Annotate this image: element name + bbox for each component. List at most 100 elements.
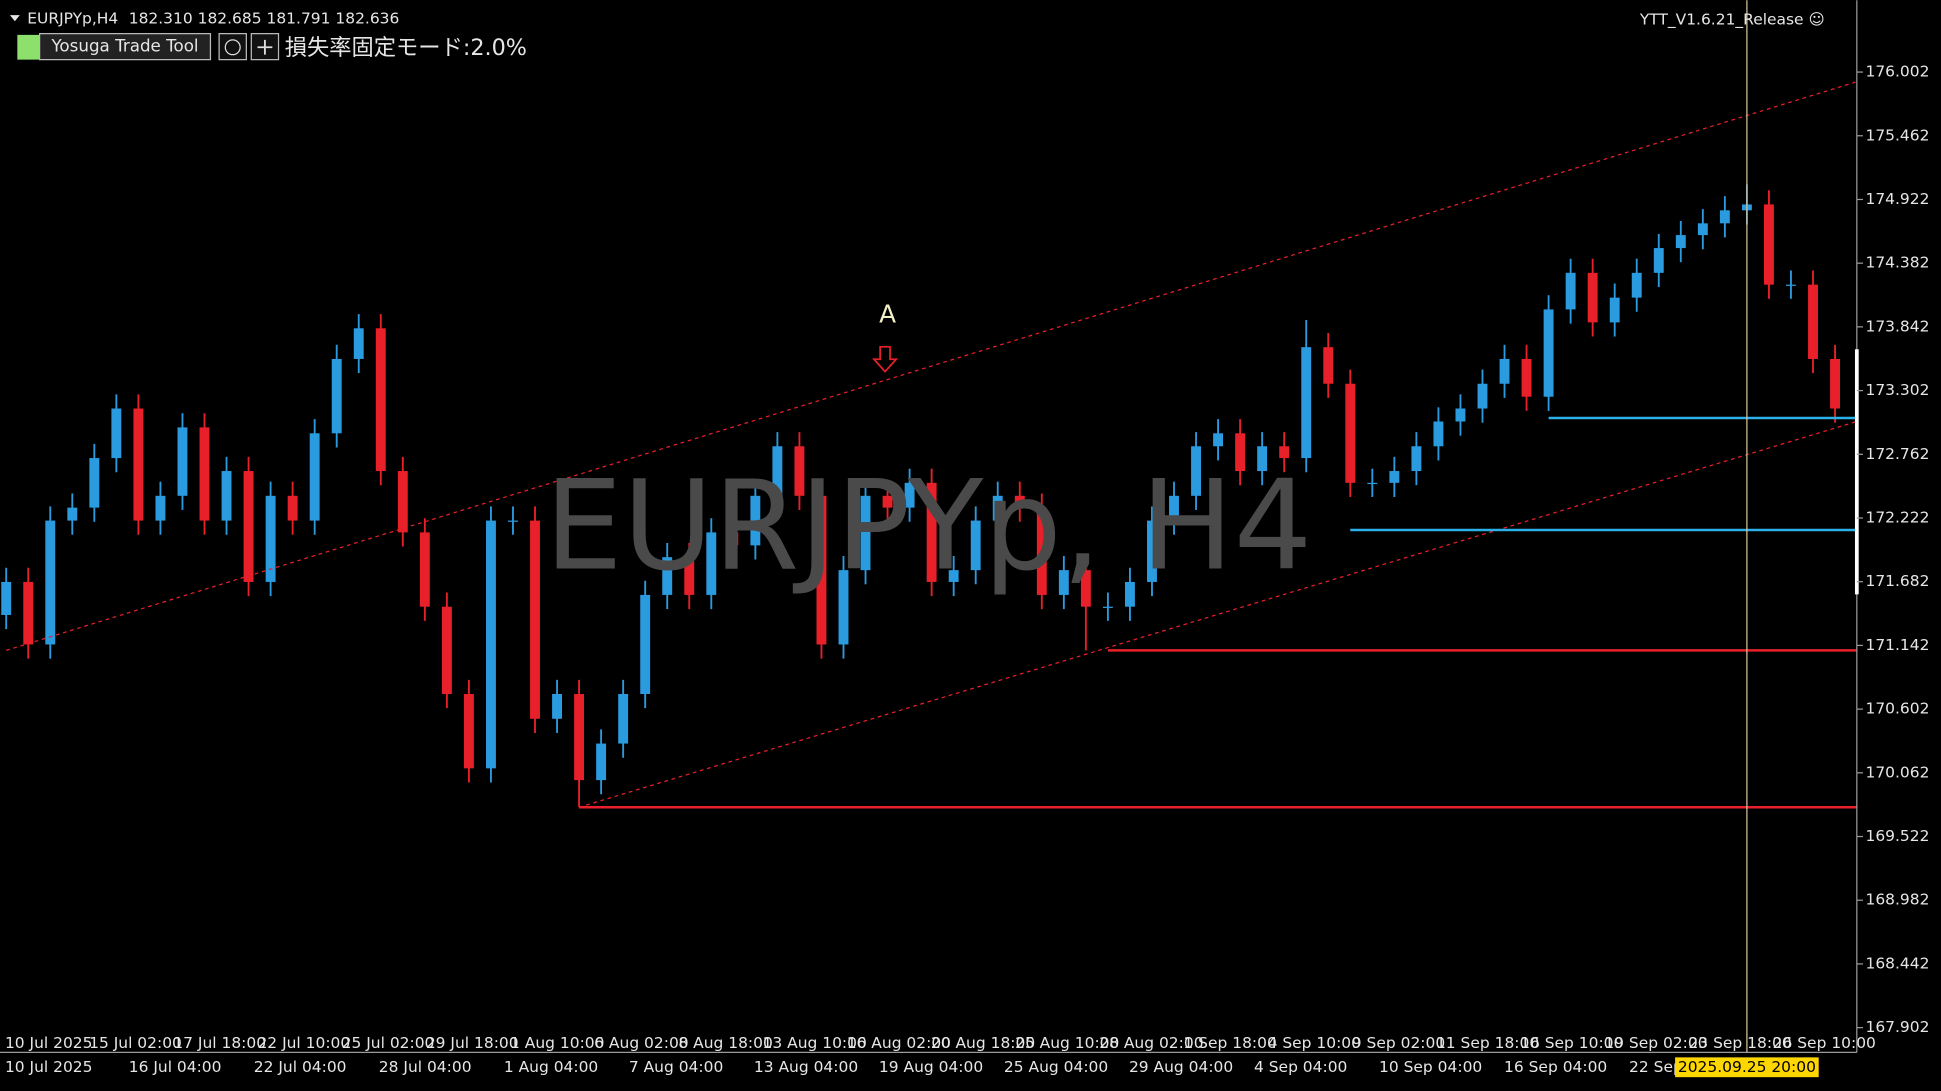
x-label-bottom: 7 Aug 04:00 xyxy=(629,1058,723,1076)
x-label-top: 19 Sep 02:00 xyxy=(1604,1034,1707,1052)
candle-body xyxy=(926,482,937,582)
candle-body xyxy=(618,694,629,744)
y-tick-label: 174.922 xyxy=(1865,190,1929,208)
symbol: EURJPYp,H4 xyxy=(27,9,118,27)
candle-body xyxy=(1609,297,1620,323)
x-label-top: 10 Jul 2025 xyxy=(5,1034,93,1052)
candle-body xyxy=(67,507,78,521)
candle-body xyxy=(1301,347,1312,459)
y-tick-label: 172.762 xyxy=(1865,445,1929,463)
x-label-top: 22 Jul 10:00 xyxy=(257,1034,350,1052)
status-square xyxy=(17,34,40,60)
x-label-top: 23 Sep 18:00 xyxy=(1688,1034,1791,1052)
y-tick-label: 168.982 xyxy=(1865,891,1929,909)
tool-button[interactable] xyxy=(38,33,212,61)
candle-body xyxy=(1279,446,1290,459)
candle-body xyxy=(177,427,188,496)
candle-body xyxy=(1080,570,1091,607)
candle-body xyxy=(1124,581,1135,607)
x-label-top: 28 Aug 02:00 xyxy=(1099,1034,1203,1052)
candle-body xyxy=(1543,309,1554,397)
arrow-down xyxy=(871,345,899,373)
candle-body xyxy=(1565,272,1576,310)
x-label-bottom: 19 Aug 04:00 xyxy=(879,1058,983,1076)
y-tick-label: 173.302 xyxy=(1865,381,1929,399)
candle-body xyxy=(1455,408,1466,422)
candle-body xyxy=(155,495,166,521)
candle-body xyxy=(1433,421,1444,447)
candle-body xyxy=(1014,495,1025,508)
candle-body xyxy=(419,532,430,607)
x-label-bottom: 10 Jul 2025 xyxy=(5,1058,93,1076)
x-label-bottom: 4 Sep 04:00 xyxy=(1254,1058,1347,1076)
x-label-bottom: 22 Jul 04:00 xyxy=(254,1058,347,1076)
candle-body xyxy=(1169,495,1179,521)
x-label-top: 17 Jul 18:00 xyxy=(173,1034,266,1052)
candle-body xyxy=(684,557,695,595)
candle-body xyxy=(1257,446,1268,472)
candle-body xyxy=(1235,433,1246,472)
x-label-top: 13 Aug 10:00 xyxy=(763,1034,867,1052)
candle-body xyxy=(794,446,805,496)
trendline xyxy=(6,81,1858,651)
y-tick-label: 170.602 xyxy=(1865,700,1929,718)
x-label-bottom: 13 Aug 04:00 xyxy=(754,1058,858,1076)
candle-body xyxy=(1213,433,1224,447)
candle-body xyxy=(662,557,673,595)
candle-body xyxy=(199,427,210,521)
candle-body xyxy=(552,694,562,719)
candle-body xyxy=(309,433,320,521)
candle-body xyxy=(221,471,232,521)
x-label-bottom: 16 Sep 04:00 xyxy=(1504,1058,1607,1076)
candle-body xyxy=(640,594,651,695)
candle-body xyxy=(1587,272,1598,323)
y-tick-label: 170.062 xyxy=(1865,763,1929,781)
candle-body xyxy=(1367,482,1378,485)
x-label-bottom: 16 Jul 04:00 xyxy=(129,1058,222,1076)
candle-body xyxy=(904,482,915,508)
candle-body xyxy=(1036,507,1047,595)
candle-body xyxy=(1191,446,1201,496)
y-tick-label: 175.462 xyxy=(1865,126,1929,144)
y-tick-label: 167.902 xyxy=(1865,1018,1929,1036)
candle-body xyxy=(111,408,122,459)
version: YTT_V1.6.21_Release ☺ xyxy=(1639,11,1825,30)
x-label-top: 4 Sep 10:00 xyxy=(1268,1034,1361,1052)
x-label-top: 29 Jul 18:00 xyxy=(426,1034,519,1052)
candle-body xyxy=(331,358,342,434)
x-label-top: 9 Sep 02:00 xyxy=(1352,1034,1445,1052)
candle-body xyxy=(1345,383,1356,483)
camera-button[interactable] xyxy=(218,33,247,61)
candle-body xyxy=(1102,606,1113,608)
candle-body xyxy=(23,581,34,645)
x-label-bottom: 25 Aug 04:00 xyxy=(1004,1058,1108,1076)
x-label-top: 1 Aug 10:00 xyxy=(510,1034,604,1052)
candle-body xyxy=(882,495,893,508)
x-label-bottom: 29 Aug 04:00 xyxy=(1129,1058,1233,1076)
plus-icon xyxy=(257,39,273,55)
plot-area xyxy=(1,0,1858,1053)
candle-body xyxy=(970,520,981,571)
candle-body xyxy=(750,495,761,546)
candle-body xyxy=(463,694,474,769)
candle-body xyxy=(1719,210,1730,224)
y-tick-label: 173.842 xyxy=(1865,317,1929,335)
candle-body xyxy=(1653,248,1664,273)
x-label-bottom: 28 Jul 04:00 xyxy=(379,1058,472,1076)
quote: 182.310 182.685 181.791 182.636 xyxy=(129,9,400,27)
x-label-top: 8 Aug 18:00 xyxy=(678,1034,772,1052)
candle-body xyxy=(375,328,386,472)
y-tick-label: 168.442 xyxy=(1865,954,1929,972)
y-tick-label: 171.142 xyxy=(1865,636,1929,654)
x-label-top: 16 Sep 10:00 xyxy=(1520,1034,1623,1052)
x-label-top: 25 Aug 10:00 xyxy=(1015,1034,1119,1052)
candle-body xyxy=(1830,358,1840,409)
x-label-top: 1 Sep 18:00 xyxy=(1183,1034,1276,1052)
candle-body xyxy=(508,520,518,522)
candle-body xyxy=(948,570,959,582)
tool-button-label: Yosuga Trade Tool xyxy=(50,36,198,56)
cursor-label-bg xyxy=(1675,1057,1819,1078)
candle-body xyxy=(45,520,56,645)
